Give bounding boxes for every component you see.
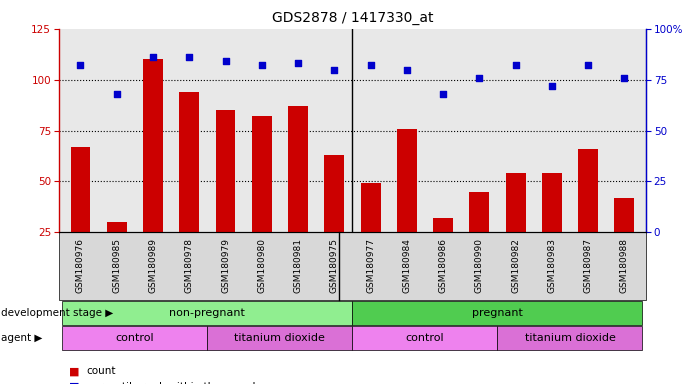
Text: agent ▶: agent ▶ xyxy=(1,333,43,343)
Bar xyxy=(542,173,562,283)
Bar xyxy=(578,149,598,283)
Point xyxy=(292,60,303,66)
Text: GSM180979: GSM180979 xyxy=(221,238,230,293)
Bar xyxy=(216,110,236,283)
Text: non-pregnant: non-pregnant xyxy=(169,308,245,318)
Text: GSM180978: GSM180978 xyxy=(184,238,193,293)
Text: ■: ■ xyxy=(69,366,79,376)
Point xyxy=(329,66,340,73)
Bar xyxy=(288,106,308,283)
Bar xyxy=(361,184,381,283)
Text: GSM180983: GSM180983 xyxy=(547,238,556,293)
Text: GSM180988: GSM180988 xyxy=(620,238,629,293)
Point xyxy=(256,62,267,68)
Text: GSM180984: GSM180984 xyxy=(402,238,411,293)
Text: GSM180980: GSM180980 xyxy=(257,238,266,293)
Text: GSM180990: GSM180990 xyxy=(475,238,484,293)
Text: count: count xyxy=(86,366,116,376)
Bar xyxy=(143,59,163,283)
Point xyxy=(547,83,558,89)
Point xyxy=(619,74,630,81)
Text: titanium dioxide: titanium dioxide xyxy=(234,333,325,343)
Point xyxy=(474,74,485,81)
Text: GSM180987: GSM180987 xyxy=(584,238,593,293)
Point xyxy=(583,62,594,68)
Text: GSM180986: GSM180986 xyxy=(439,238,448,293)
Point xyxy=(365,62,376,68)
Bar xyxy=(397,129,417,283)
Point xyxy=(401,66,413,73)
Bar xyxy=(433,218,453,283)
Text: pregnant: pregnant xyxy=(472,308,523,318)
Point xyxy=(184,54,195,60)
Point xyxy=(111,91,122,97)
Bar xyxy=(252,116,272,283)
Text: GSM180977: GSM180977 xyxy=(366,238,375,293)
Bar xyxy=(324,155,344,283)
Bar xyxy=(614,198,634,283)
Point xyxy=(220,58,231,65)
Text: GSM180982: GSM180982 xyxy=(511,238,520,293)
Bar xyxy=(107,222,126,283)
Point xyxy=(147,54,158,60)
Point xyxy=(437,91,448,97)
Bar xyxy=(469,192,489,283)
Text: GSM180976: GSM180976 xyxy=(76,238,85,293)
Text: percentile rank within the sample: percentile rank within the sample xyxy=(86,382,263,384)
Bar xyxy=(179,92,199,283)
Bar xyxy=(70,147,91,283)
Title: GDS2878 / 1417330_at: GDS2878 / 1417330_at xyxy=(272,11,433,25)
Point xyxy=(75,62,86,68)
Text: development stage ▶: development stage ▶ xyxy=(1,308,113,318)
Text: GSM180975: GSM180975 xyxy=(330,238,339,293)
Text: ■: ■ xyxy=(69,382,79,384)
Text: GSM180981: GSM180981 xyxy=(294,238,303,293)
Point xyxy=(510,62,521,68)
Text: titanium dioxide: titanium dioxide xyxy=(524,333,616,343)
Text: control: control xyxy=(406,333,444,343)
Text: GSM180985: GSM180985 xyxy=(112,238,121,293)
Text: control: control xyxy=(115,333,154,343)
Bar xyxy=(506,173,526,283)
Text: GSM180989: GSM180989 xyxy=(149,238,158,293)
